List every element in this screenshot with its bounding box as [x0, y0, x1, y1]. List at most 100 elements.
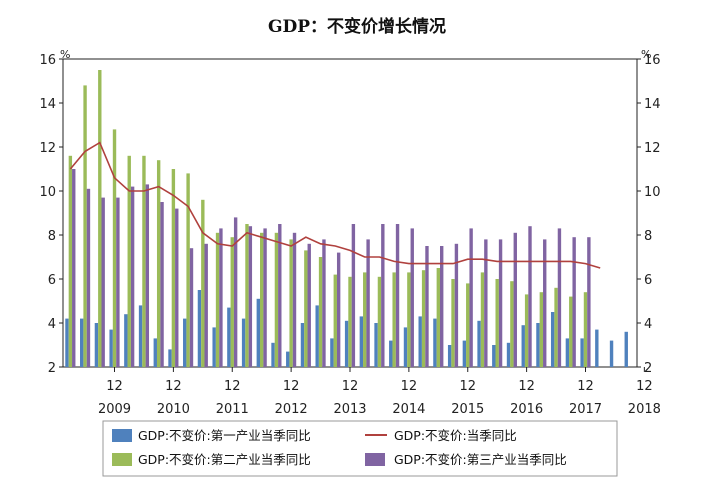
bar-series0-q9 [197, 290, 202, 367]
bar-series1-q31 [524, 294, 529, 367]
bar-series1-q27 [466, 283, 470, 367]
bar-series1-q29 [495, 279, 499, 367]
bar-series0-q24 [418, 316, 422, 367]
bar-series2-q16 [307, 243, 311, 367]
bar-series1-q16 [304, 250, 308, 367]
bar-series2-q27 [469, 228, 473, 367]
x-year-label: 2017 [569, 402, 602, 417]
bar-series1-q20 [363, 272, 367, 367]
y-left-tick-label: 6 [48, 273, 56, 288]
right-axis-unit: % [641, 48, 651, 61]
x-year-label: 2009 [98, 402, 131, 417]
bar-series2-q30 [513, 232, 517, 367]
bar-series2-q18 [336, 252, 341, 367]
x-year-label: 2013 [333, 402, 366, 417]
bar-series0-q4 [124, 314, 128, 367]
bar-series2-q23 [410, 228, 414, 367]
x-month-label: 12 [283, 379, 300, 394]
bar-series2-q2 [101, 197, 105, 367]
bar-series1-q24 [421, 270, 426, 367]
x-year-label: 2010 [157, 402, 190, 417]
bar-series1-q30 [510, 281, 514, 367]
y-right-tick-label: 10 [644, 185, 661, 200]
bar-series1-q25 [436, 268, 441, 367]
x-month-label: 12 [459, 379, 476, 394]
bar-series0-q37 [609, 340, 614, 367]
bar-series2-q33 [557, 228, 562, 367]
bar-series0-q11 [227, 307, 231, 367]
bar-series2-q24 [425, 246, 429, 367]
y-left-tick-label: 4 [48, 317, 56, 332]
bar-series0-q33 [550, 312, 555, 367]
bar-series0-q21 [374, 323, 378, 367]
bar-series2-q12 [248, 226, 253, 367]
bar-series0-q15 [286, 351, 290, 367]
y-right-tick-label: 4 [644, 317, 652, 332]
bar-series1-q26 [451, 279, 455, 367]
bar-series1-q17 [318, 257, 323, 367]
left-axis-unit: % [60, 48, 70, 61]
bar-series0-q1 [80, 318, 84, 367]
bar-series1-q2 [98, 70, 102, 367]
bar-series0-q17 [315, 305, 319, 367]
x-month-label: 12 [401, 379, 418, 394]
bar-series1-q5 [142, 155, 146, 367]
y-right-tick-label: 16 [644, 53, 661, 68]
axes-layer: 2 2 4 4 6 6 8 8 10 10 12 12 14 14 16 16 12 2009 12 2010 12 20… [39, 53, 660, 417]
x-year-label: 2011 [216, 402, 249, 417]
bar-series0-q2 [94, 323, 99, 367]
x-month-label: 12 [518, 379, 535, 394]
bar-series2-q17 [322, 239, 326, 367]
bar-series0-q16 [300, 323, 305, 367]
x-year-label: 2016 [510, 402, 543, 417]
bar-series2-q19 [351, 224, 356, 367]
y-left-tick-label: 14 [39, 97, 56, 112]
y-left-tick-label: 16 [39, 53, 56, 68]
bar-series1-q11 [230, 237, 234, 367]
bar-series1-q15 [289, 239, 293, 367]
bar-series1-q7 [171, 169, 176, 367]
bar-series0-q27 [462, 340, 467, 367]
bar-series1-q1 [83, 85, 87, 368]
bar-series0-q28 [477, 320, 481, 367]
bar-series0-q0 [65, 318, 69, 367]
x-month-label: 12 [224, 379, 241, 394]
y-right-tick-label: 12 [644, 141, 661, 156]
x-year-label: 2012 [275, 402, 308, 417]
bar-series0-q32 [536, 323, 540, 367]
bar-series2-q29 [498, 239, 503, 367]
x-month-label: 12 [165, 379, 182, 394]
bar-series2-q26 [454, 243, 459, 367]
bar-series2-q13 [263, 228, 267, 367]
bar-series0-q8 [183, 318, 187, 367]
bar-series2-q0 [72, 169, 76, 367]
bars-layer [65, 70, 628, 368]
bar-series2-q28 [484, 239, 488, 367]
bar-series2-q20 [366, 239, 370, 367]
bar-series1-q33 [554, 287, 558, 367]
bar-series1-q3 [112, 129, 117, 367]
bar-series1-q34 [569, 296, 573, 367]
bar-series1-q6 [156, 160, 161, 367]
bar-series0-q38 [624, 331, 628, 367]
bar-series0-q31 [521, 325, 525, 367]
bar-series0-q25 [433, 318, 437, 367]
legend-label-primary: GDP:不变价:第一产业当季同比 [138, 428, 311, 443]
x-month-label: 12 [577, 379, 594, 394]
y-right-tick-label: 2 [644, 361, 652, 376]
bar-series1-q12 [245, 224, 249, 367]
bar-series0-q14 [271, 342, 275, 367]
bar-series0-q35 [580, 338, 584, 367]
bar-series0-q29 [492, 345, 496, 367]
bar-series1-q32 [539, 292, 544, 367]
bar-series0-q3 [109, 329, 113, 367]
bar-series1-q0 [68, 155, 73, 367]
bar-series2-q5 [145, 184, 150, 367]
x-month-label: 12 [342, 379, 359, 394]
bar-series2-q4 [130, 186, 135, 367]
bar-series2-q21 [381, 224, 385, 367]
bar-series1-q18 [333, 274, 337, 367]
bar-series2-q7 [175, 208, 179, 367]
bar-series2-q34 [572, 237, 576, 367]
